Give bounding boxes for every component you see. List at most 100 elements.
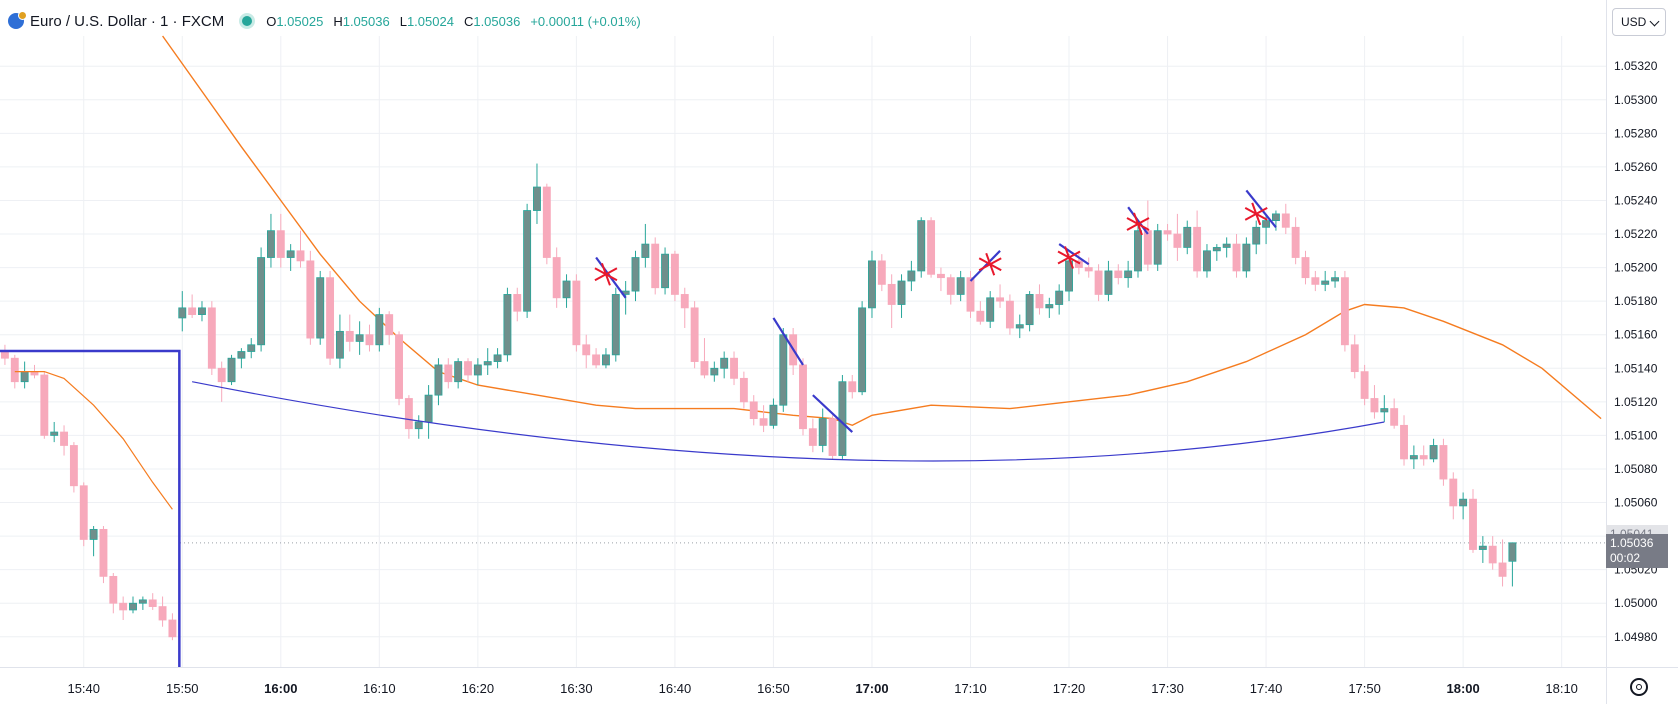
price-tick-label: 1.05200 (1614, 261, 1658, 275)
candle (710, 361, 719, 382)
candle (158, 596, 167, 627)
candle (670, 250, 679, 302)
candle-body (533, 186, 541, 211)
candle (50, 421, 59, 443)
candle (385, 311, 394, 345)
time-tick-label: 17:20 (1053, 681, 1086, 696)
candle-body (50, 431, 59, 436)
candle-body (217, 367, 226, 383)
candle (523, 203, 532, 318)
star-marker (594, 262, 618, 286)
time-tick-label: 16:00 (264, 681, 297, 696)
candle (1311, 270, 1320, 292)
candle-body (1262, 220, 1271, 228)
trend-segment (772, 317, 804, 366)
price-tick-label: 1.05240 (1614, 193, 1658, 207)
candle-body (257, 257, 266, 346)
marker-stroke (1133, 212, 1143, 236)
candle-body (1409, 455, 1418, 460)
candle (1380, 395, 1389, 422)
candle (1419, 445, 1428, 466)
candle (404, 395, 413, 439)
candle (592, 348, 601, 369)
candle-body (759, 418, 768, 426)
time-tick-label: 17:30 (1151, 681, 1184, 696)
symbol-title[interactable]: Euro / U.S. Dollar · 1 · FXCM (30, 12, 225, 30)
time-axis: 15:40 15:50 16:00 16:10 16:20 16:30 16:40 16:50… (0, 667, 1678, 704)
candle-body (69, 445, 78, 487)
candle-body (1232, 243, 1241, 272)
candle (1153, 223, 1162, 271)
candle-body (375, 314, 384, 346)
candle-body (158, 606, 167, 621)
candle (730, 351, 738, 386)
candle (1203, 244, 1211, 278)
candle (661, 247, 670, 295)
currency-button[interactable]: USD (1612, 8, 1666, 36)
candle (503, 287, 512, 362)
candle (996, 284, 1005, 308)
candle-body (907, 270, 916, 282)
candle (720, 351, 729, 379)
price-tick-label: 1.05260 (1614, 160, 1658, 174)
marker-stroke (1064, 246, 1074, 269)
candle (631, 250, 640, 302)
candle (1222, 237, 1231, 258)
candle (188, 294, 197, 318)
symbol-header: Euro / U.S. Dollar · 1 · FXCM O1.05025 H… (8, 10, 641, 32)
candle-body (592, 354, 601, 366)
candle (1005, 294, 1014, 335)
marker-stroke (1251, 202, 1262, 226)
candle (838, 374, 847, 459)
candle (936, 267, 945, 292)
candle (1321, 270, 1330, 292)
candle (1350, 334, 1359, 379)
candle-body (365, 334, 374, 346)
price-tick-label: 1.05220 (1614, 227, 1658, 241)
drawings[interactable] (192, 189, 1385, 462)
candle-body (326, 277, 335, 359)
candle-body (1311, 277, 1320, 285)
candle-body (1015, 324, 1024, 329)
candle (868, 250, 876, 318)
price-tick-label: 1.05060 (1614, 496, 1658, 510)
candle-body (1380, 408, 1389, 413)
candle-body (779, 334, 788, 406)
candle-body (1143, 230, 1152, 265)
candle-body (0, 351, 9, 359)
candle-body (808, 428, 817, 446)
candle (1173, 213, 1182, 261)
candle-body (1212, 247, 1221, 252)
marker-stroke (985, 252, 996, 276)
candle-body (1478, 545, 1487, 550)
candle-body (306, 260, 315, 339)
candle-body (838, 381, 847, 456)
candle-body (1281, 213, 1290, 228)
candle-body (848, 381, 857, 393)
candle-body (404, 398, 413, 430)
candle-body (720, 357, 729, 369)
time-tick-label: 16:40 (659, 681, 692, 696)
trend-segment (1245, 189, 1277, 229)
candle-body (936, 273, 945, 279)
last-price-tag: 1.05036 00:02 (1606, 533, 1668, 568)
candle-body (1055, 290, 1064, 305)
chevron-down-icon (1649, 16, 1660, 27)
candle (582, 334, 591, 369)
price-tick-label: 1.05120 (1614, 395, 1658, 409)
candle (533, 163, 541, 224)
candle-body (661, 253, 670, 289)
candle (60, 425, 68, 456)
candle (1193, 210, 1202, 278)
candle (1212, 244, 1221, 261)
candle (976, 301, 985, 325)
candle-body (858, 307, 867, 393)
time-tick-label: 17:10 (954, 681, 987, 696)
candle (680, 287, 689, 329)
candle-body (414, 421, 423, 430)
gear-icon[interactable] (1630, 678, 1648, 696)
candle (1360, 364, 1369, 406)
candle-body (996, 297, 1005, 302)
candle-body (178, 307, 187, 319)
